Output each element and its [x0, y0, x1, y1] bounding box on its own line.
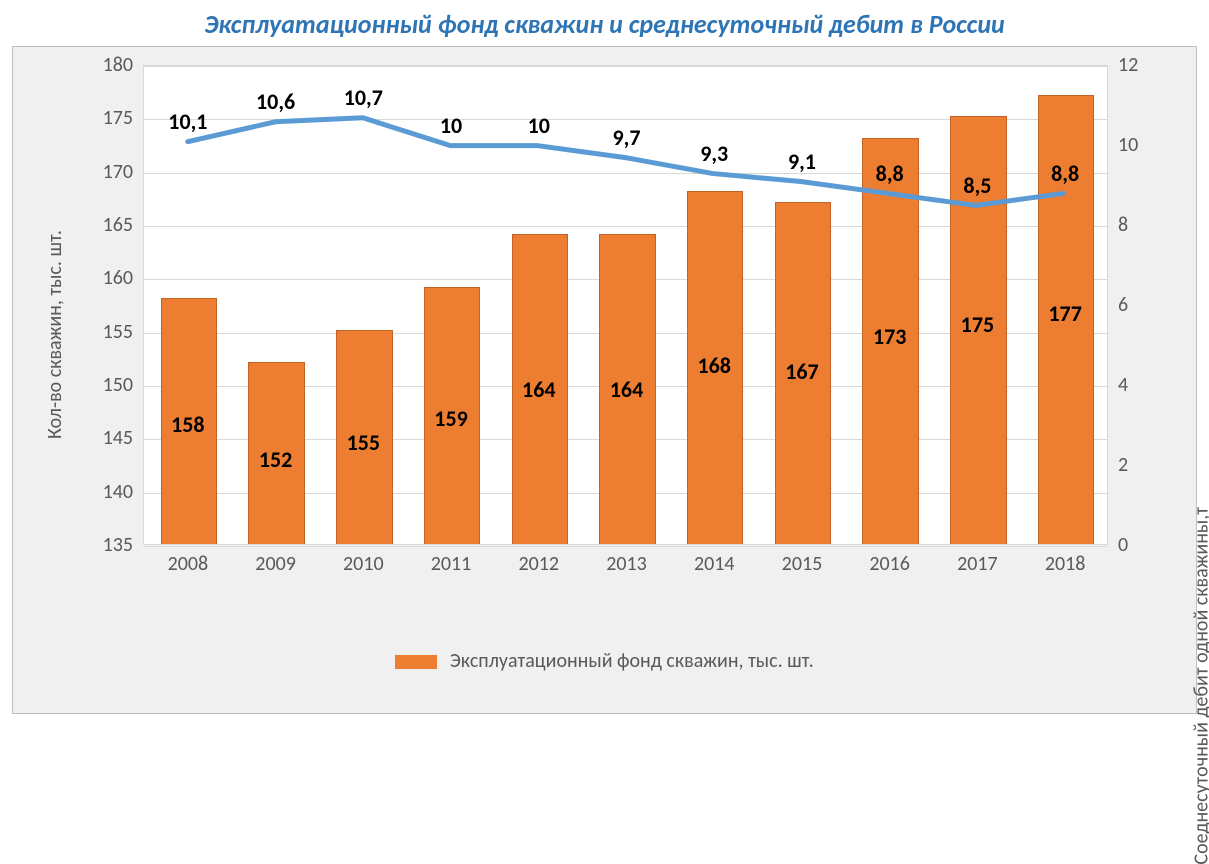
x-tick: 2017 [957, 552, 998, 576]
y-left-tick: 170 [103, 160, 133, 184]
y-left-tick: 155 [103, 320, 133, 344]
x-tick: 2016 [869, 552, 910, 576]
line-value-label: 8,5 [963, 172, 991, 199]
y-left-tick: 165 [103, 213, 133, 237]
x-tick: 2009 [255, 552, 296, 576]
line-value-label: 10 [440, 112, 462, 139]
y-right-tick: 2 [1118, 453, 1128, 477]
plot-area: 1582008152200915520101592011164201216420… [143, 65, 1108, 545]
gridline [144, 546, 1107, 547]
line-value-label: 9,1 [788, 148, 816, 175]
x-tick: 2015 [782, 552, 823, 576]
line-value-label: 8,8 [1051, 160, 1079, 187]
chart-title: Эксплуатационный фонд скважин и среднесу… [0, 0, 1209, 46]
line-value-label: 9,3 [700, 140, 728, 167]
y-right-tick: 0 [1118, 533, 1128, 557]
line-value-label: 10,1 [168, 108, 207, 135]
x-tick: 2008 [168, 552, 209, 576]
line-value-label: 10,6 [256, 88, 295, 115]
y-right-tick: 4 [1118, 373, 1128, 397]
y-right-tick: 8 [1118, 213, 1128, 237]
y-left-tick: 150 [103, 373, 133, 397]
line-value-label: 8,8 [876, 160, 904, 187]
y-left-tick: 175 [103, 106, 133, 130]
legend: Эксплуатационный фонд скважин, тыс. шт. [13, 649, 1196, 673]
y-left-tick: 140 [103, 480, 133, 504]
x-tick: 2012 [518, 552, 559, 576]
legend-label: Эксплуатационный фонд скважин, тыс. шт. [450, 649, 814, 673]
y-right-tick: 12 [1118, 53, 1138, 77]
legend-swatch [395, 655, 437, 669]
x-tick: 2011 [431, 552, 472, 576]
line-value-label: 9,7 [613, 124, 641, 151]
line-value-label: 10,7 [344, 84, 383, 111]
line-value-label: 10 [528, 112, 550, 139]
y-left-tick: 180 [103, 53, 133, 77]
x-tick: 2013 [606, 552, 647, 576]
y-right-tick: 6 [1118, 293, 1128, 317]
y-right-axis-title: Соеднесуточный дебит одной скважины,т [1190, 507, 1209, 864]
y-right-tick: 10 [1118, 133, 1138, 157]
y-left-tick: 145 [103, 426, 133, 450]
x-tick: 2010 [343, 552, 384, 576]
chart-container: 1582008152200915520101592011164201216420… [12, 46, 1197, 714]
x-tick: 2018 [1045, 552, 1086, 576]
x-tick: 2014 [694, 552, 735, 576]
y-left-tick: 135 [103, 533, 133, 557]
y-left-tick: 160 [103, 266, 133, 290]
y-left-axis-title: Кол-во скважин, тыс. шт. [43, 230, 67, 439]
